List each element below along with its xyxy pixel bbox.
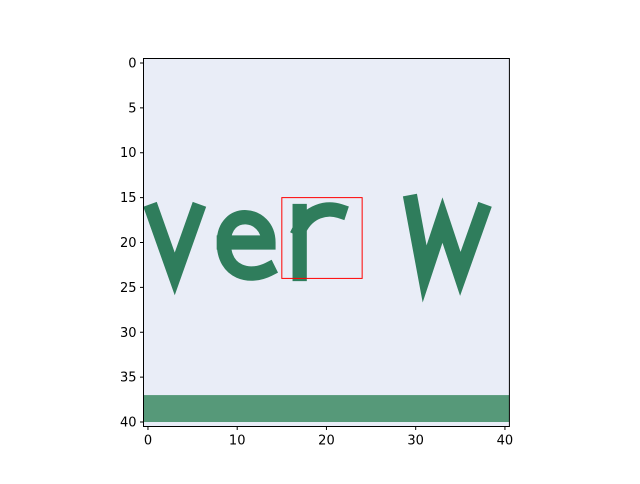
glyph-stroke	[290, 202, 349, 282]
y-tick-label: 35	[120, 371, 137, 386]
y-tick-label: 40	[120, 416, 137, 431]
glyph-stroke	[402, 193, 492, 303]
x-tick-label: 0	[144, 434, 152, 449]
x-tick-label: 40	[497, 434, 514, 449]
glyph-stroke	[143, 201, 207, 296]
image	[143, 58, 510, 427]
y-tick-label: 25	[120, 281, 137, 296]
glyph-row	[143, 395, 510, 423]
x-tick-label: 20	[318, 434, 335, 449]
y-tick-label: 0	[128, 56, 136, 71]
y-tick-label: 15	[120, 191, 137, 206]
glyph-stroke	[216, 210, 279, 281]
y-tick-label: 20	[120, 236, 137, 251]
image-content	[143, 193, 510, 423]
y-tick-label: 10	[120, 146, 137, 161]
y-tick-label: 5	[128, 101, 136, 116]
y-tick-label: 30	[120, 326, 137, 341]
highlight-box	[281, 197, 363, 279]
x-tick-label: 10	[229, 434, 246, 449]
x-tick-label: 30	[407, 434, 424, 449]
